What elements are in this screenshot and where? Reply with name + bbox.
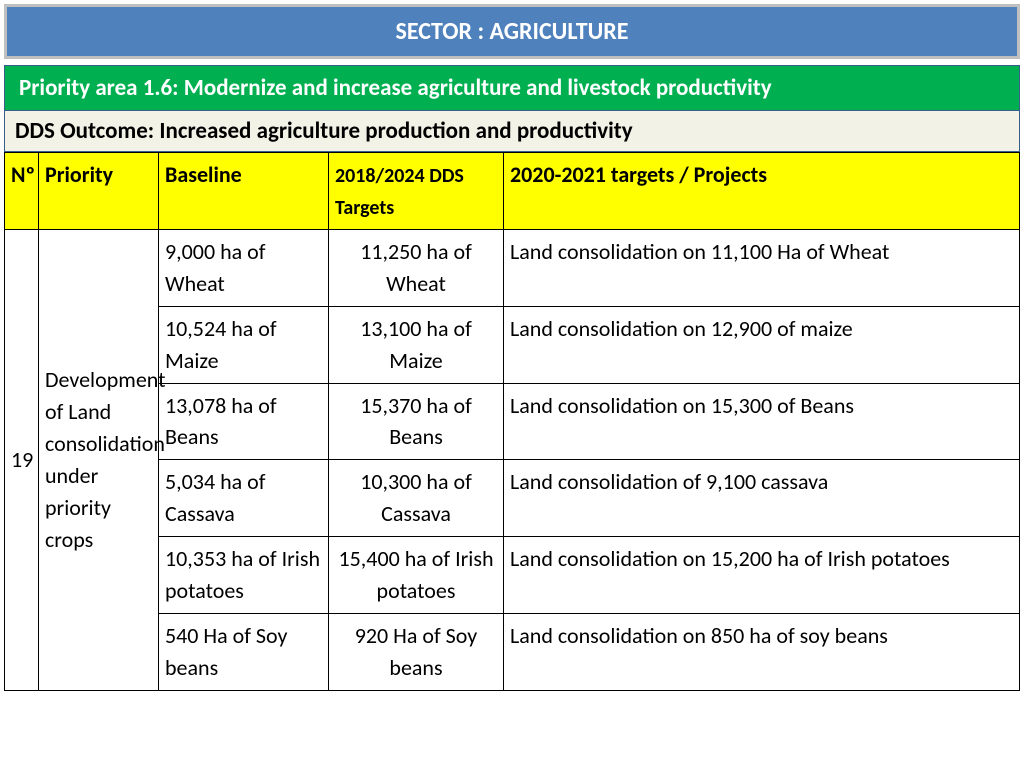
table-header-row: Nº Priority Baseline 2018/2024 DDS Targe… [5,153,1020,230]
cell-target: 15,400 ha of Irish potatoes [329,537,504,614]
cell-project: Land consolidation on 15,200 ha of Irish… [504,537,1020,614]
col-header-priority: Priority [39,153,159,230]
cell-baseline: 5,034 ha of Cassava [159,460,329,537]
col-header-baseline: Baseline [159,153,329,230]
col-header-number: Nº [5,153,39,230]
cell-baseline: 9,000 ha of Wheat [159,230,329,307]
col-header-projects: 2020-2021 targets / Projects [504,153,1020,230]
cell-priority: Development of Land consolidation under … [39,230,159,691]
cell-baseline: 10,524 ha of Maize [159,306,329,383]
priority-area-header: Priority area 1.6: Modernize and increas… [4,65,1020,111]
cell-number: 19 [5,230,39,691]
priority-table: Nº Priority Baseline 2018/2024 DDS Targe… [4,152,1020,691]
cell-project: Land consolidation on 12,900 of maize [504,306,1020,383]
cell-baseline: 13,078 ha of Beans [159,383,329,460]
cell-baseline: 540 Ha of Soy beans [159,613,329,690]
cell-project: Land consolidation on 850 ha of soy bean… [504,613,1020,690]
cell-target: 920 Ha of Soy beans [329,613,504,690]
cell-project: Land consolidation on 11,100 Ha of Wheat [504,230,1020,307]
cell-target: 15,370 ha of Beans [329,383,504,460]
sector-header: SECTOR : AGRICULTURE [4,4,1020,59]
dds-outcome-header: DDS Outcome: Increased agriculture produ… [4,111,1020,152]
cell-target: 11,250 ha of Wheat [329,230,504,307]
cell-project: Land consolidation on 15,300 of Beans [504,383,1020,460]
table-row: 19 Development of Land consolidation und… [5,230,1020,307]
cell-target: 13,100 ha of Maize [329,306,504,383]
cell-target: 10,300 ha of Cassava [329,460,504,537]
cell-baseline: 10,353 ha of Irish potatoes [159,537,329,614]
cell-project: Land consolidation of 9,100 cassava [504,460,1020,537]
col-header-dds-targets-label: 2018/2024 DDS Targets [335,164,464,220]
col-header-dds-targets: 2018/2024 DDS Targets [329,153,504,230]
